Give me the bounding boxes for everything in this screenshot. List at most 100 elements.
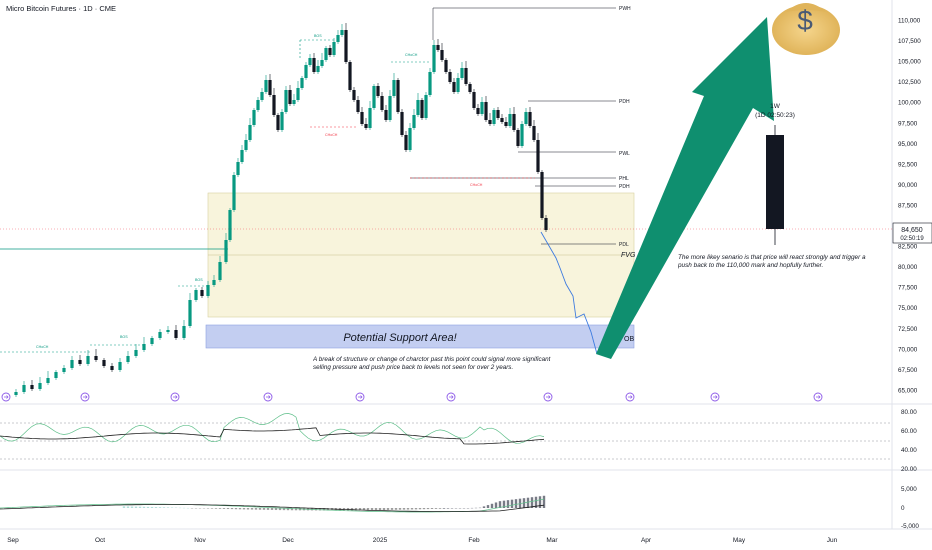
macd-hist-bar bbox=[322, 508, 326, 511]
level-pdh: PDH bbox=[619, 184, 630, 190]
candle-body bbox=[420, 100, 424, 118]
candle-body bbox=[368, 108, 372, 128]
macd-hist-bar bbox=[506, 500, 510, 508]
candle-body bbox=[384, 110, 388, 120]
rsi-ma-line bbox=[0, 427, 545, 445]
macd-hist-bar bbox=[410, 508, 414, 510]
event-arrow-icon bbox=[4, 395, 9, 399]
candle-body bbox=[340, 30, 344, 35]
macd-tick-label: 5,000 bbox=[901, 486, 917, 493]
event-arrow-icon bbox=[816, 395, 821, 399]
candle-body bbox=[14, 392, 18, 395]
macd-hist-bar bbox=[534, 496, 538, 508]
macd-hist-bar bbox=[498, 501, 502, 508]
candle-body bbox=[464, 68, 468, 84]
choch-label-red-2: CHoCH bbox=[470, 183, 483, 187]
rsi-line bbox=[0, 413, 545, 444]
macd-hist-bar bbox=[286, 508, 290, 511]
event-arrow-icon bbox=[83, 395, 88, 399]
candle-body bbox=[94, 356, 98, 360]
macd-hist-bar bbox=[366, 508, 370, 511]
macd-hist-bar bbox=[518, 498, 522, 508]
macd-hist-bar bbox=[122, 506, 126, 508]
support-zone[interactable] bbox=[205, 324, 635, 349]
macd-hist-bar bbox=[130, 506, 134, 508]
support-zone-label: Potential Support Area! bbox=[343, 332, 456, 344]
candle-body bbox=[260, 92, 264, 100]
candle-body bbox=[174, 330, 178, 338]
rsi-panel[interactable]: 80.00 60.00 40.00 20.00 bbox=[0, 409, 917, 473]
candle-body bbox=[404, 135, 408, 150]
macd-hist-bar bbox=[502, 500, 506, 508]
candle-body bbox=[46, 378, 50, 383]
candle-body bbox=[102, 360, 106, 366]
weekly-timeframe: 1W bbox=[770, 103, 781, 110]
candle-body bbox=[272, 95, 276, 115]
candle-body bbox=[206, 285, 210, 296]
candle-body bbox=[424, 95, 428, 118]
candle-body bbox=[194, 290, 198, 300]
candle-body bbox=[388, 96, 392, 120]
break-note: A break of structure or change of charct… bbox=[313, 356, 551, 371]
macd-hist-bar bbox=[382, 508, 386, 511]
candlestick-series[interactable] bbox=[6, 23, 548, 401]
macd-hist-bar bbox=[354, 508, 358, 511]
candle-body bbox=[236, 162, 240, 175]
price-tick-label: 95,000 bbox=[898, 141, 918, 148]
target-arrow bbox=[596, 17, 774, 359]
macd-hist-bar bbox=[526, 497, 530, 508]
level-pdl: PDL bbox=[619, 242, 629, 248]
candle-body bbox=[372, 86, 376, 108]
candle-body bbox=[484, 102, 488, 120]
candle-body bbox=[524, 112, 528, 124]
candle-body bbox=[428, 72, 432, 95]
candle-body bbox=[312, 58, 316, 72]
weekly-countdown: (1D 02:50:23) bbox=[755, 112, 795, 119]
macd-hist-bar bbox=[386, 508, 390, 510]
price-tick-label: 77,500 bbox=[898, 285, 918, 292]
candle-body bbox=[476, 108, 480, 114]
candle-body bbox=[324, 48, 328, 60]
price-countdown: 02:50:19 bbox=[900, 236, 924, 242]
time-axis[interactable]: Sep Oct Nov Dec 2025 Feb Mar Apr May Jun bbox=[7, 537, 837, 544]
price-tick-label: 82,500 bbox=[898, 244, 918, 251]
candle-body bbox=[532, 126, 536, 140]
macd-hist-bar bbox=[482, 506, 486, 508]
break-note-box: A break of structure or change of charct… bbox=[313, 356, 551, 371]
candle-body bbox=[70, 360, 74, 368]
level-pwh: PWH bbox=[619, 6, 631, 12]
macd-hist-bar bbox=[362, 508, 366, 511]
price-tick-label: 102,500 bbox=[898, 79, 921, 86]
macd-hist-bar bbox=[486, 505, 490, 508]
scenario-note-box: The more likey senario is that price wil… bbox=[678, 254, 866, 269]
time-axis-label: Oct bbox=[95, 537, 105, 544]
macd-hist-bar bbox=[514, 499, 518, 508]
candle-body bbox=[352, 90, 356, 100]
macd-panel[interactable]: 5,000 0 -5,000 bbox=[0, 486, 919, 530]
ob-label: OB bbox=[624, 336, 634, 343]
price-axis[interactable]: 110,000 107,500 105,000 102,500 100,000 97,50… bbox=[898, 18, 921, 395]
rsi-tick-label: 80.00 bbox=[901, 409, 917, 416]
macd-tick-label: 0 bbox=[901, 505, 905, 512]
macd-hist-bar bbox=[166, 507, 170, 508]
macd-hist-bar bbox=[530, 497, 534, 508]
candle-body bbox=[126, 356, 130, 362]
time-axis-label: May bbox=[733, 537, 746, 544]
candle-body bbox=[400, 112, 404, 135]
macd-hist-bar bbox=[442, 508, 446, 509]
event-arrow-icon bbox=[628, 395, 633, 399]
price-tick-label: 65,000 bbox=[898, 387, 918, 394]
candle-body bbox=[544, 218, 548, 230]
macd-histogram bbox=[122, 495, 546, 511]
level-phl: PHL bbox=[619, 176, 629, 182]
candle-body bbox=[504, 122, 508, 126]
time-axis-label: Dec bbox=[282, 537, 294, 544]
event-arrow-icon bbox=[358, 395, 363, 399]
candle-body bbox=[392, 80, 396, 96]
event-icons-row[interactable] bbox=[1, 392, 823, 402]
candle-body bbox=[512, 114, 516, 130]
candle-body bbox=[348, 62, 352, 90]
candle-body bbox=[468, 84, 472, 92]
candle-body bbox=[432, 45, 436, 72]
